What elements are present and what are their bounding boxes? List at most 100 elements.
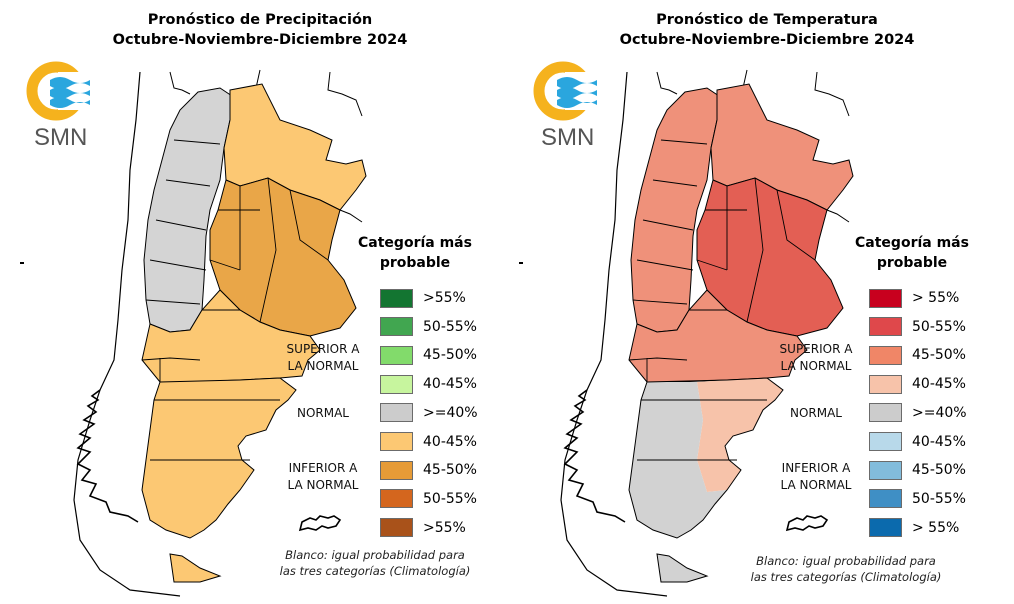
legend-item-below: 40-45% (869, 432, 966, 452)
group-label-below: INFERIOR A LA NORMAL (282, 460, 364, 494)
climatology-note: Blanco: igual probabilidad para las tres… (260, 547, 490, 579)
legend-item-below: 45-50% (869, 460, 966, 480)
legend-label: >55% (423, 519, 466, 536)
group-label-above-line-1: SUPERIOR A (779, 342, 853, 356)
legend-label: 45-50% (912, 462, 966, 479)
legend-swatch (380, 518, 413, 538)
legend-item-above: 45-50% (869, 345, 966, 365)
argentina-temperature-map (560, 69, 854, 597)
group-label-below-line-1: INFERIOR A (288, 461, 358, 475)
legend-title: Categoría más probable (837, 233, 987, 273)
legend-swatch (869, 460, 902, 480)
group-label-below: INFERIOR A LA NORMAL (775, 460, 857, 494)
legend-swatch (380, 432, 413, 451)
legend-label: 45-50% (423, 462, 477, 479)
smn-sun-wave-icon (26, 61, 90, 121)
bolivia-border (656, 71, 678, 95)
legend-label: 50-55% (912, 318, 966, 335)
region-center (209, 177, 357, 337)
smn-logo: SMN (26, 58, 116, 158)
legend-label: >55% (423, 290, 466, 306)
legend-item-below: > 55% (869, 518, 959, 538)
legend-label: 40-45% (423, 376, 477, 393)
legend-item-above: 50-55% (380, 317, 477, 337)
legend-label: >=40% (912, 404, 967, 421)
legend-swatch (869, 317, 902, 337)
legend-item-above: 40-45% (869, 374, 966, 394)
note-line-1: Blanco: igual probabilidad para (285, 548, 465, 562)
note-line-2: las tres categorías (Climatología) (279, 564, 471, 578)
legend-item-below: >55% (380, 518, 466, 538)
legend-label: >=40% (423, 404, 478, 421)
group-label-below-line-2: LA NORMAL (780, 478, 852, 492)
legend-swatch (869, 288, 902, 308)
legend-swatch (380, 317, 413, 337)
legend-item-above: >55% (380, 288, 466, 308)
legend-label: 50-55% (423, 318, 477, 335)
legend-item-below: 40-45% (380, 432, 477, 452)
argentina-precipitation-map (73, 69, 367, 597)
note-line-2: las tres categorías (Climatología) (750, 570, 942, 584)
legend-label: 45-50% (423, 347, 477, 364)
legend-item-above: 45-50% (380, 345, 477, 365)
legend-swatch (869, 518, 902, 538)
legend-swatch (380, 489, 413, 509)
region-patagonia-east (697, 378, 783, 492)
region-tierra-del-fuego (656, 553, 709, 583)
legend-label: 50-55% (423, 490, 477, 507)
group-label-above-line-1: SUPERIOR A (286, 342, 360, 356)
climatology-note: Blanco: igual probabilidad para las tres… (731, 553, 961, 585)
legend-label: 45-50% (912, 347, 966, 364)
legend-title-line-2: probable (876, 255, 948, 271)
group-label-above-line-2: LA NORMAL (287, 359, 359, 373)
uruguay-border (826, 209, 850, 223)
legend-title-line-2: probable (379, 255, 451, 271)
legend-title-line-1: Categoría más (855, 235, 969, 251)
legend-swatch (869, 345, 902, 365)
note-line-1: Blanco: igual probabilidad para (756, 554, 936, 568)
legend-swatch (380, 345, 413, 365)
brazil-border (327, 71, 363, 117)
legend-item-above: 40-45% (380, 374, 477, 394)
malvinas-islands (298, 515, 342, 532)
legend-swatch (869, 403, 902, 423)
precipitation-title: Pronóstico de Precipitación Octubre-Novi… (60, 10, 460, 50)
precipitation-panel: Pronóstico de Precipitación Octubre-Novi… (20, 10, 490, 597)
legend-swatch (380, 288, 413, 308)
title-line-2: Octubre-Noviembre-Diciembre 2024 (112, 32, 408, 48)
legend-swatch (380, 403, 413, 423)
group-label-above: SUPERIOR A LA NORMAL (775, 341, 857, 375)
smn-logo-text: SMN (541, 124, 595, 151)
legend-swatch (869, 374, 902, 394)
smn-logo-text: SMN (34, 124, 88, 151)
smn-logo: SMN (533, 58, 623, 158)
group-label-normal: NORMAL (296, 406, 349, 420)
legend-item-below: 50-55% (869, 489, 966, 509)
smn-sun-wave-icon (533, 61, 597, 121)
group-label-above: SUPERIOR A LA NORMAL (282, 341, 364, 375)
group-label-below-line-1: INFERIOR A (781, 461, 851, 475)
legend-label: 40-45% (423, 433, 477, 450)
chile-islands (76, 389, 139, 523)
title-line-2: Octubre-Noviembre-Diciembre 2024 (619, 32, 915, 48)
group-label-normal: NORMAL (789, 406, 842, 420)
legend-item-below: 45-50% (380, 460, 477, 480)
legend-label: 40-45% (912, 433, 966, 450)
legend-item-normal: >=40% (869, 403, 967, 423)
legend-item-normal: >=40% (380, 403, 478, 423)
legend-item-above: > 55% (869, 288, 959, 308)
province-borders (141, 139, 329, 461)
malvinas-islands (785, 515, 829, 532)
group-label-above-line-2: LA NORMAL (780, 359, 852, 373)
legend-item-above: 50-55% (869, 317, 966, 337)
region-center (696, 177, 844, 337)
temperature-panel: Pronóstico de Temperatura Octubre-Noviem… (507, 0, 1014, 604)
legend-label: > 55% (912, 519, 960, 536)
legend-title-line-1: Categoría más (358, 235, 472, 251)
province-borders (628, 139, 816, 461)
legend-label: 40-45% (912, 376, 966, 393)
legend-swatch (869, 432, 902, 451)
legend-swatch (380, 460, 413, 480)
patagonia-outline (628, 377, 784, 539)
group-label-below-line-2: LA NORMAL (287, 478, 359, 492)
